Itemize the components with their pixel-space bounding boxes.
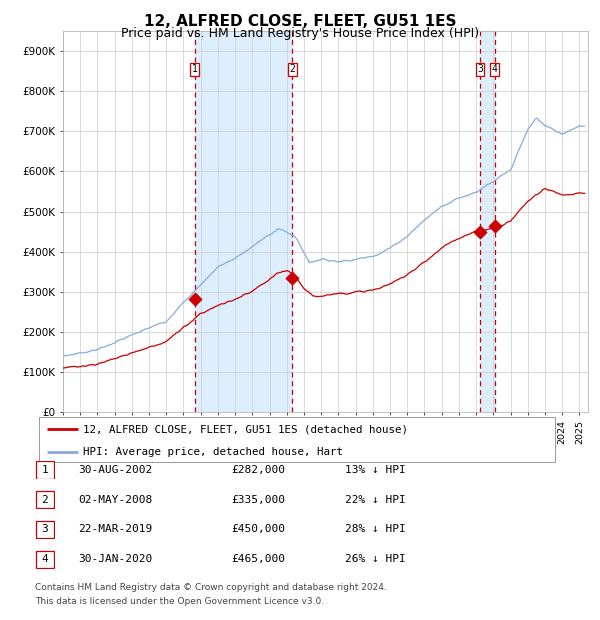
Text: £282,000: £282,000 xyxy=(231,465,285,475)
Text: 2: 2 xyxy=(290,64,295,74)
Bar xyxy=(480,31,495,412)
FancyBboxPatch shape xyxy=(39,417,555,462)
Text: 30-AUG-2002: 30-AUG-2002 xyxy=(78,465,152,475)
Bar xyxy=(195,31,292,412)
Text: 3: 3 xyxy=(41,525,48,534)
Text: HPI: Average price, detached house, Hart: HPI: Average price, detached house, Hart xyxy=(83,447,343,457)
Text: 12, ALFRED CLOSE, FLEET, GU51 1ES: 12, ALFRED CLOSE, FLEET, GU51 1ES xyxy=(144,14,456,29)
Point xyxy=(475,227,485,237)
Text: 22% ↓ HPI: 22% ↓ HPI xyxy=(345,495,406,505)
Point xyxy=(190,294,200,304)
Text: 12, ALFRED CLOSE, FLEET, GU51 1ES (detached house): 12, ALFRED CLOSE, FLEET, GU51 1ES (detac… xyxy=(83,424,408,435)
Text: 1: 1 xyxy=(192,64,198,74)
Point xyxy=(287,273,297,283)
Text: 2: 2 xyxy=(41,495,48,505)
Text: Price paid vs. HM Land Registry's House Price Index (HPI): Price paid vs. HM Land Registry's House … xyxy=(121,27,479,40)
Point xyxy=(490,221,500,231)
FancyBboxPatch shape xyxy=(35,521,54,538)
Text: Contains HM Land Registry data © Crown copyright and database right 2024.: Contains HM Land Registry data © Crown c… xyxy=(35,583,386,592)
Text: £335,000: £335,000 xyxy=(231,495,285,505)
Text: £465,000: £465,000 xyxy=(231,554,285,564)
Text: 26% ↓ HPI: 26% ↓ HPI xyxy=(345,554,406,564)
Text: 30-JAN-2020: 30-JAN-2020 xyxy=(78,554,152,564)
Text: £450,000: £450,000 xyxy=(231,525,285,534)
FancyBboxPatch shape xyxy=(35,551,54,568)
Text: 4: 4 xyxy=(41,554,48,564)
Text: 3: 3 xyxy=(477,64,483,74)
FancyBboxPatch shape xyxy=(35,461,54,479)
Text: 28% ↓ HPI: 28% ↓ HPI xyxy=(345,525,406,534)
Text: This data is licensed under the Open Government Licence v3.0.: This data is licensed under the Open Gov… xyxy=(35,597,324,606)
Text: 4: 4 xyxy=(492,64,497,74)
Text: 02-MAY-2008: 02-MAY-2008 xyxy=(78,495,152,505)
Text: 13% ↓ HPI: 13% ↓ HPI xyxy=(345,465,406,475)
Text: 22-MAR-2019: 22-MAR-2019 xyxy=(78,525,152,534)
Text: 1: 1 xyxy=(41,465,48,475)
FancyBboxPatch shape xyxy=(35,491,54,508)
